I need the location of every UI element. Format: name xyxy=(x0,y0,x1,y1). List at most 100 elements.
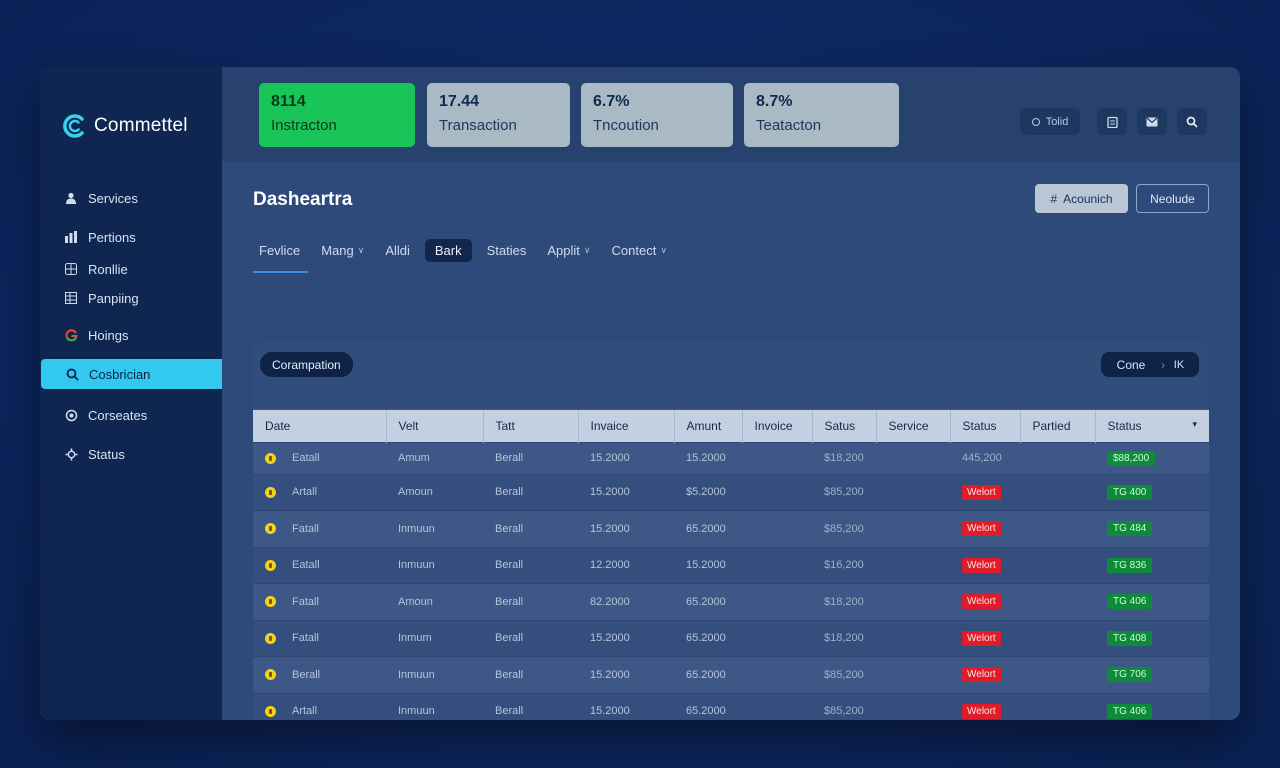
table-row[interactable]: Eatall Amum Berall 15.2000 15.2000 $18,200 445… xyxy=(253,441,1209,474)
cell-value: 15.2000 xyxy=(590,452,630,464)
table-row[interactable]: Berall Inmuun Berall 15.2000 65.2000 $85,200 W… xyxy=(253,656,1209,693)
column-header[interactable]: Status ▾ xyxy=(1095,410,1209,442)
column-header[interactable]: Date xyxy=(253,410,387,442)
sidebar-item-cosbrician[interactable]: Cosbrician xyxy=(41,359,222,389)
sidebar-item-label: Corseates xyxy=(88,407,148,423)
table-row[interactable]: Fatall Amoun Berall 82.2000 65.2000 $18,200 We… xyxy=(253,583,1209,620)
table-cell: Eatall xyxy=(253,546,386,584)
column-header[interactable]: Status xyxy=(950,410,1021,442)
table-cell: TG 400 xyxy=(1095,473,1209,511)
table-cell xyxy=(742,583,812,620)
column-header-label: Amunt xyxy=(686,418,722,433)
column-header[interactable]: Invaice xyxy=(578,410,675,442)
table-cell: $5.2000 xyxy=(674,473,742,511)
cell-value: 15.2000 xyxy=(590,632,630,645)
column-header[interactable]: Amunt xyxy=(674,410,743,442)
sidebar-item-pertions[interactable]: Pertions xyxy=(40,222,222,252)
segmented-control[interactable]: Cone › IK xyxy=(1101,352,1199,377)
neolude-button[interactable]: Neolude xyxy=(1136,184,1209,213)
tab-mang[interactable]: Mang ∨ xyxy=(315,239,370,262)
table-cell: Artall xyxy=(253,692,386,720)
table-row[interactable]: Fatall Inmuun Berall 15.2000 65.2000 $85,200 W… xyxy=(253,510,1209,547)
sidebar-item-label: Ronllie xyxy=(88,261,128,277)
tab-staties[interactable]: Staties xyxy=(481,239,533,262)
table-cell: Amoun xyxy=(386,583,483,620)
table-cell xyxy=(1020,583,1095,620)
table-row[interactable]: Eatall Inmuun Berall 12.2000 15.2000 $16,200 W… xyxy=(253,546,1209,584)
table-row[interactable]: Fatall Inmum Berall 15.2000 65.2000 $18,200 We… xyxy=(253,619,1209,657)
table-cell: $85,200 xyxy=(812,473,876,511)
column-header[interactable]: Tatt xyxy=(483,410,579,442)
sidebar-item-corseates[interactable]: Corseates xyxy=(40,400,222,430)
sidebar-item-panpiing[interactable]: Panpiing xyxy=(40,283,222,313)
sidebar-item-status[interactable]: Status xyxy=(40,439,222,469)
sidebar-item-services[interactable]: Services xyxy=(40,183,222,213)
sidebar-item-label: Status xyxy=(88,446,125,462)
table-cell: Inmuun xyxy=(386,692,483,720)
sort-caret-icon[interactable]: ▾ xyxy=(1192,418,1197,429)
stat-label: Transaction xyxy=(439,117,517,134)
table-cell: TG 484 xyxy=(1095,510,1209,547)
column-header-label: Invaice xyxy=(590,418,629,433)
table-cell: 15.2000 xyxy=(578,692,674,720)
chevron-down-icon: ∨ xyxy=(357,244,365,255)
mail-button[interactable] xyxy=(1137,108,1167,135)
segment-cone[interactable]: Cone xyxy=(1116,357,1146,372)
column-header-label: Date xyxy=(265,418,291,433)
gear-icon xyxy=(64,447,78,461)
tab-label: Bark xyxy=(434,242,462,258)
data-table: Date Velt Tatt Invaice Amunt Invoice Satus Serv… xyxy=(253,410,1209,720)
status-badge: Welort xyxy=(962,594,1001,610)
toggle-button[interactable]: Tolid xyxy=(1020,108,1080,135)
stat-card[interactable]: 17.44 Transaction xyxy=(427,83,570,147)
table-cell: $88,200 xyxy=(1095,441,1209,474)
cell-value: Amum xyxy=(398,452,430,464)
column-header-label: Tatt xyxy=(495,418,515,433)
acounich-button[interactable]: # Acounich xyxy=(1035,184,1128,213)
column-header[interactable]: Velt xyxy=(386,410,484,442)
column-header[interactable]: Satus xyxy=(812,410,877,442)
stat-card[interactable]: 8114 Instracton xyxy=(259,83,415,147)
segment-ik[interactable]: IK xyxy=(1173,358,1185,371)
sidebar-item-hoings[interactable]: Hoings xyxy=(40,320,222,350)
column-header-label: Partied xyxy=(1032,418,1071,433)
table-cell: 65.2000 xyxy=(674,656,742,693)
search-icon xyxy=(65,367,79,381)
table-cell xyxy=(1020,656,1095,693)
tab-bark[interactable]: Bark xyxy=(424,238,472,262)
table-cell: Berall xyxy=(253,656,386,693)
page-title: Dasheartra xyxy=(253,189,353,210)
tab-label: Applit xyxy=(547,242,580,258)
cell-value: 82.2000 xyxy=(590,595,630,608)
table-cell: Fatall xyxy=(253,619,386,657)
column-header[interactable]: Invoice xyxy=(742,410,813,442)
app-window: Commettel Services Pertions Ronllie Panp… xyxy=(40,67,1240,720)
table-row[interactable]: Artall Inmuun Berall 15.2000 65.2000 $85,200 W… xyxy=(253,692,1209,720)
tab-contect[interactable]: Contect ∨ xyxy=(606,239,673,262)
column-header[interactable]: Partied xyxy=(1020,410,1096,442)
search-button[interactable] xyxy=(1177,108,1207,135)
table-cell: TG 836 xyxy=(1095,546,1209,584)
table-icon xyxy=(64,291,78,305)
brand[interactable]: Commettel xyxy=(62,113,188,139)
tab-alldi[interactable]: Alldi xyxy=(379,239,416,262)
clipboard-button[interactable] xyxy=(1097,108,1127,135)
table-row[interactable]: Artall Amoun Berall 15.2000 $5.2000 $85,200 We… xyxy=(253,473,1209,511)
table-cell: TG 406 xyxy=(1095,583,1209,620)
cell-value: Amoun xyxy=(398,486,433,499)
button-label: Acounich xyxy=(1063,191,1113,206)
table-cell: Welort xyxy=(950,510,1020,547)
table-cell: Eatall xyxy=(253,441,386,474)
table-cell: 15.2000 xyxy=(578,619,674,657)
cell-value: Eatall xyxy=(292,452,320,464)
table-cell: Welort xyxy=(950,473,1020,511)
tab-applit[interactable]: Applit ∨ xyxy=(541,239,596,262)
cell-value: $18,200 xyxy=(824,452,864,464)
tab-fevlice[interactable]: Fevlice xyxy=(253,239,309,273)
stat-card[interactable]: 6.7% Tncoution xyxy=(581,83,733,147)
stat-card[interactable]: 8.7% Teatacton xyxy=(744,83,899,147)
sidebar-item-ronllie[interactable]: Ronllie xyxy=(40,254,222,284)
corampation-filter-chip[interactable]: Corampation xyxy=(260,352,353,377)
table-cell xyxy=(876,583,950,620)
column-header[interactable]: Service xyxy=(876,410,951,442)
